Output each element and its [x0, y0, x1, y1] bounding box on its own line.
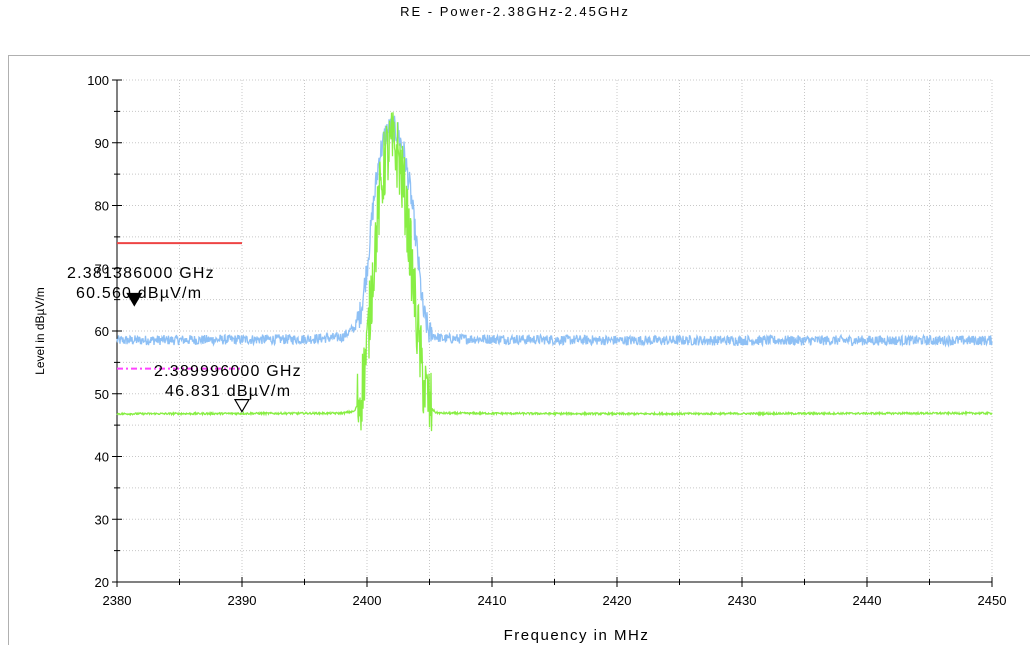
y-axis-label: Level in dBµV/m [33, 287, 47, 375]
marker-1-level: 60.560 dBµV/m [76, 285, 202, 302]
y-tick-label: 40 [95, 450, 109, 465]
y-tick-label: 50 [95, 387, 109, 402]
x-tick-label: 2400 [353, 593, 382, 608]
marker-2-level: 46.831 dBµV/m [165, 383, 291, 400]
y-tick-label: 30 [95, 512, 109, 527]
y-tick-label: 80 [95, 199, 109, 214]
y-tick-label: 70 [95, 261, 109, 276]
marker-1-icon [126, 292, 143, 307]
marker-2-icon [233, 399, 250, 413]
y-tick-label: 90 [95, 136, 109, 151]
average-trace [116, 112, 993, 432]
x-tick-label: 2440 [853, 593, 882, 608]
y-tick-label: 60 [95, 324, 109, 339]
x-tick-label: 2420 [603, 593, 632, 608]
x-tick-label: 2410 [478, 593, 507, 608]
y-tick-label: 100 [87, 73, 109, 88]
x-axis-label: Frequency in MHz [504, 627, 650, 644]
marker-2-frequency: 2.389996000 GHz [154, 363, 302, 380]
x-tick-label: 2380 [103, 593, 132, 608]
chart-title: RE - Power-2.38GHz-2.45GHz [400, 4, 630, 19]
y-tick-label: 20 [95, 575, 109, 590]
marker-1-frequency: 2.381386000 GHz [67, 265, 215, 282]
x-tick-label: 2450 [978, 593, 1007, 608]
peak-trace [116, 115, 993, 348]
chart-frame [8, 55, 1030, 645]
x-tick-label: 2390 [228, 593, 257, 608]
x-tick-label: 2430 [728, 593, 757, 608]
